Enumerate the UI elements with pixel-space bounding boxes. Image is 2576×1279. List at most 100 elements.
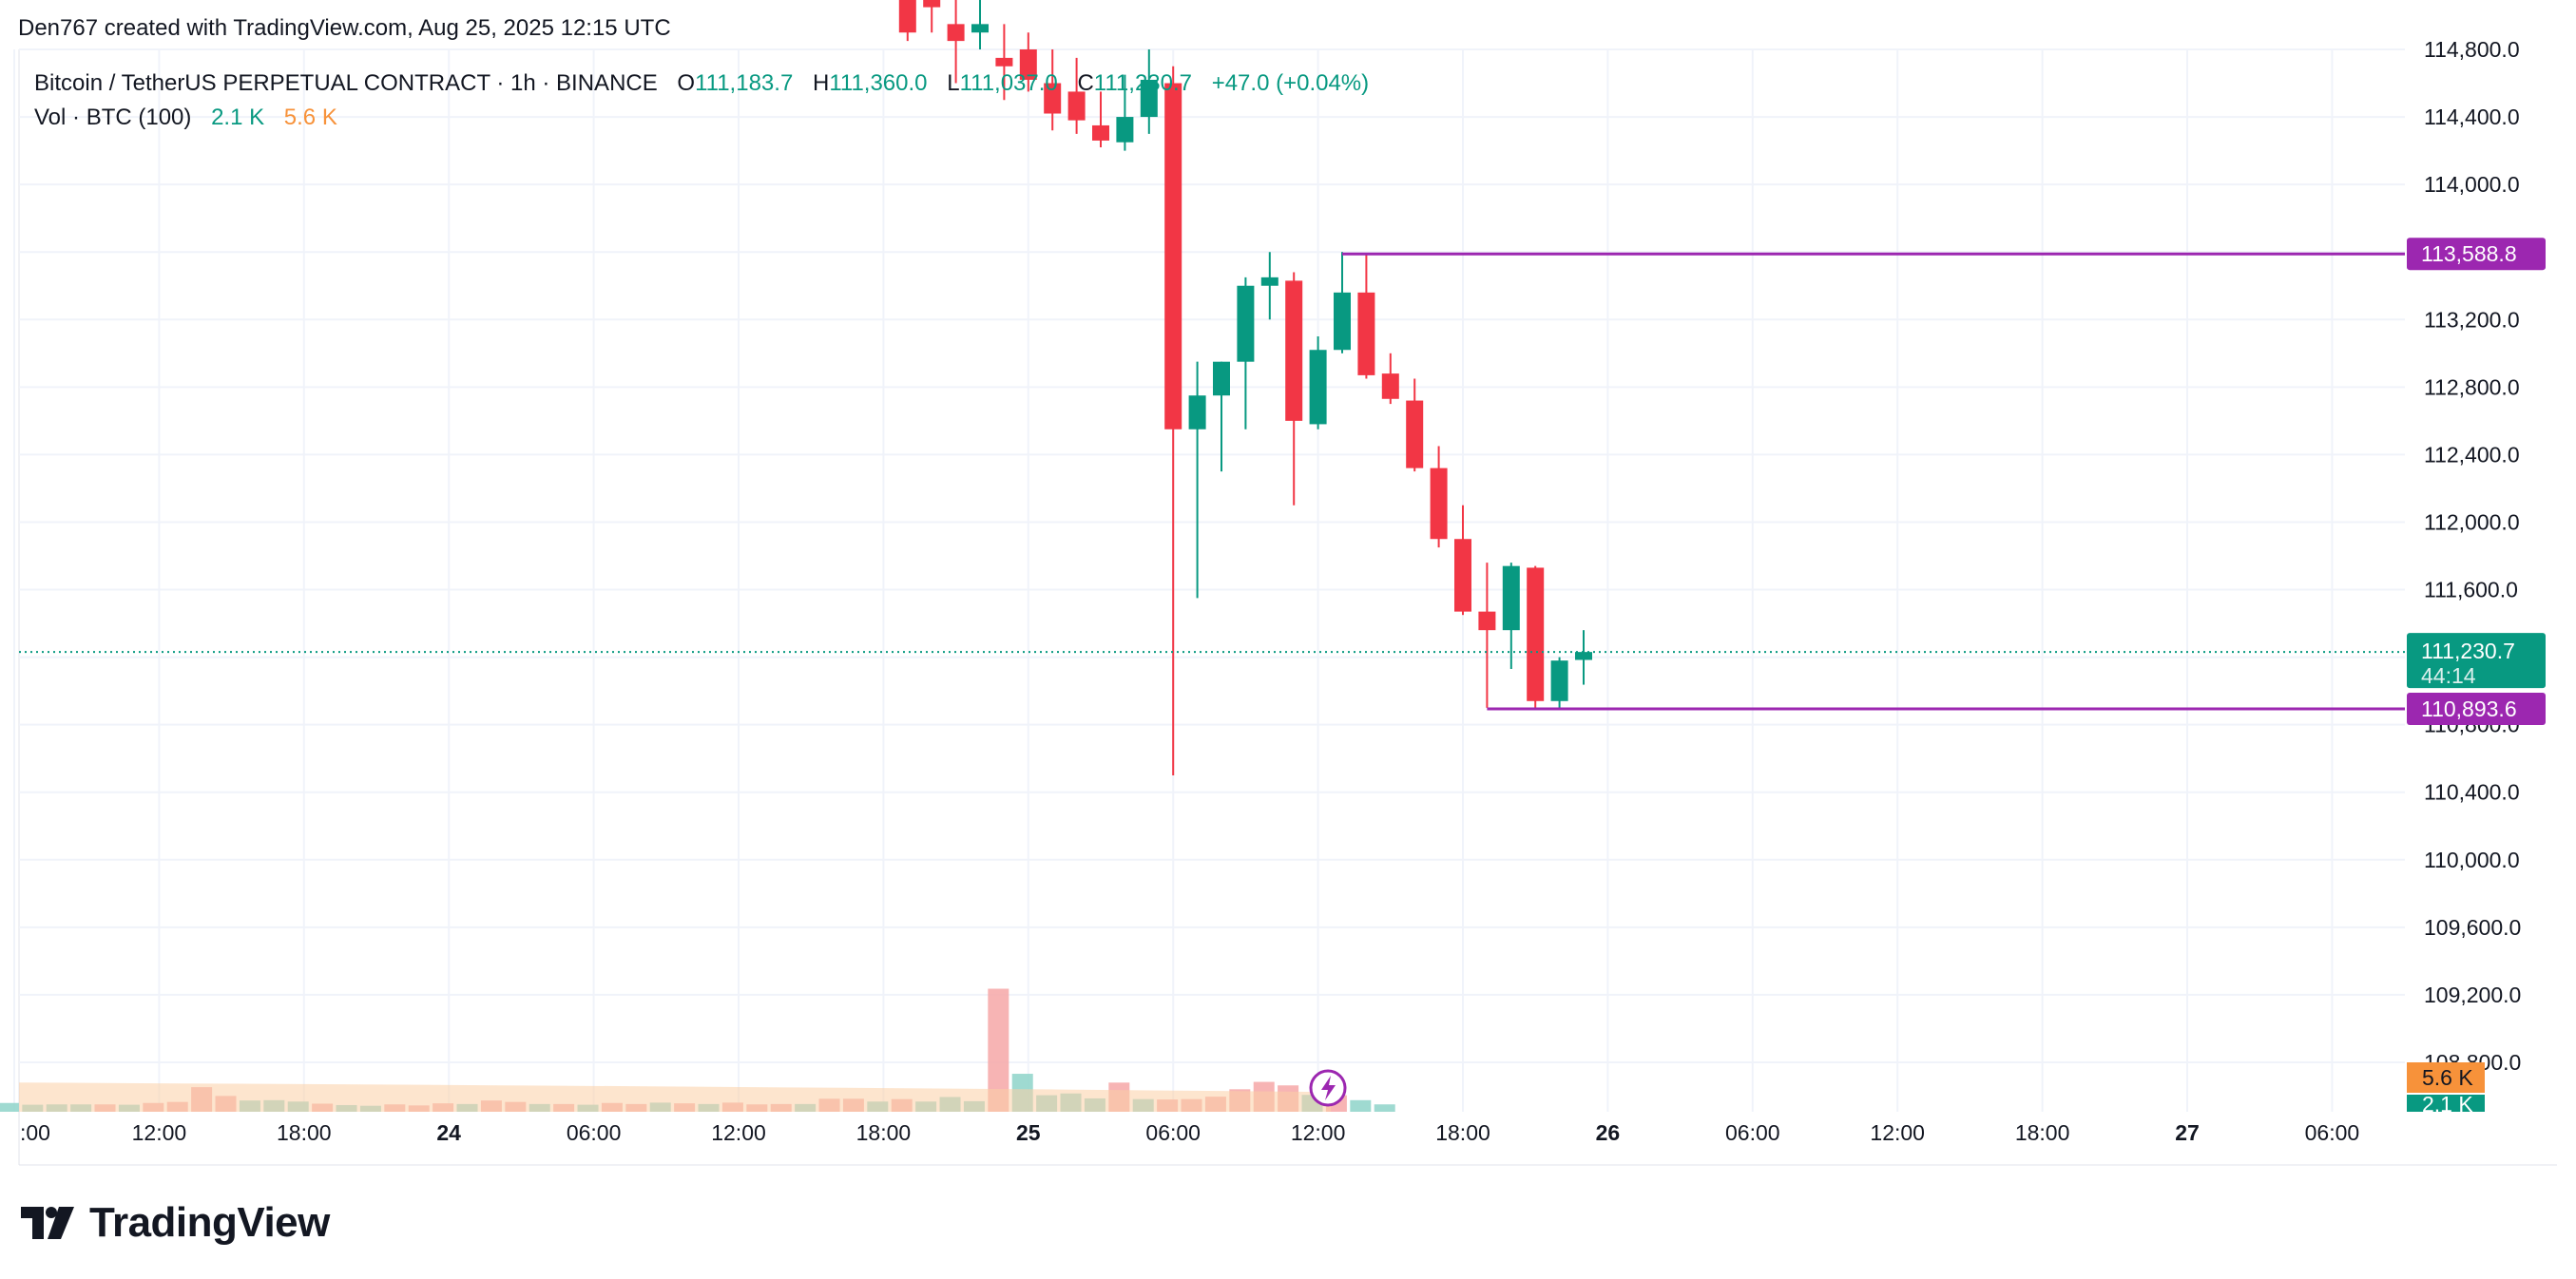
- volume-current-badge-label: 2.1 K: [2422, 1092, 2473, 1117]
- time-axis: :00 12:00 18:00 24 06:00 12:00 18:00 25 06:00 12:…: [20, 1120, 2359, 1145]
- price-tick-label: 112,000.0: [2424, 509, 2520, 534]
- candle-body: [1092, 124, 1109, 141]
- volume-ma-badge-label: 5.6 K: [2422, 1065, 2473, 1090]
- legend-open-value: 111,183.7: [695, 70, 794, 96]
- time-tick-label: 12:00: [1870, 1120, 1925, 1145]
- candle-body: [898, 0, 916, 33]
- candle-body: [1357, 292, 1375, 375]
- time-tick-label: 06:00: [567, 1120, 622, 1145]
- time-tick-label: 18:00: [2015, 1120, 2070, 1145]
- candle-body: [1260, 277, 1278, 286]
- legend-high-value: 111,360.0: [829, 70, 928, 96]
- volume-current-badge: [2407, 1095, 2485, 1112]
- volume-bar: [1350, 1099, 1372, 1112]
- candle-body: [1502, 565, 1520, 631]
- legend-close-label: C: [1077, 70, 1094, 96]
- time-tick-label: 24: [436, 1120, 461, 1145]
- chart-attribution: Den767 created with TradingView.com, Aug…: [18, 15, 671, 41]
- price-tick-label: 110,400.0: [2424, 780, 2520, 805]
- time-tick-label: 18:00: [856, 1120, 912, 1145]
- price-axis: 108,800.0109,200.0109,600.0110,000.0110,…: [1309, 37, 2546, 1117]
- legend-volume-label[interactable]: Vol · BTC (100): [34, 105, 192, 130]
- tradingview-logo-icon: [21, 1207, 74, 1239]
- lightning-icon[interactable]: [1309, 1069, 1347, 1107]
- candle-body: [1527, 567, 1545, 701]
- price-tick-label: 111,600.0: [2424, 578, 2518, 602]
- legend-high-label: H: [812, 70, 830, 96]
- candle-body: [1116, 117, 1134, 143]
- candle-body: [971, 24, 989, 33]
- candle-body: [1454, 539, 1471, 612]
- candle-body: [1019, 49, 1037, 80]
- level-price-label: 110,893.6: [2421, 697, 2517, 721]
- horizontal-levels: [19, 252, 2405, 711]
- volume-bar: [988, 988, 1009, 1112]
- chart-grid: [13, 48, 2557, 1166]
- legend-ohlc-row: Bitcoin / TetherUS PERPETUAL CONTRACT · …: [34, 67, 1369, 101]
- candle-body: [1188, 395, 1206, 430]
- time-tick-label: 25: [1016, 1120, 1041, 1145]
- legend-volume-ma: 5.6 K: [283, 105, 337, 130]
- candle-body: [1067, 91, 1086, 121]
- legend-low-value: 111,037.0: [959, 70, 1058, 96]
- candle-body: [1381, 373, 1399, 399]
- legend-volume-row: Vol · BTC (100) 2.1 K 5.6 K: [34, 101, 1369, 135]
- legend-volume-value: 2.1 K: [211, 105, 265, 130]
- candle-body: [1406, 400, 1424, 468]
- candle-body: [1550, 660, 1568, 701]
- bar-countdown: 44:14: [2421, 663, 2476, 688]
- volume-bar: [1374, 1104, 1395, 1112]
- last-price-value: 111,230.7: [2421, 639, 2515, 663]
- candle-body: [1140, 79, 1158, 118]
- candle-body: [947, 24, 965, 42]
- legend-low-label: L: [947, 70, 960, 96]
- candle-body: [1309, 350, 1327, 425]
- level-price-label: 113,588.8: [2421, 241, 2517, 266]
- price-tick-label: 113,200.0: [2424, 307, 2520, 332]
- candle-body: [1575, 652, 1592, 660]
- candle-body: [1237, 285, 1255, 362]
- candle-body: [995, 57, 1013, 67]
- candle-body: [1285, 280, 1303, 421]
- legend-close-value: 111,230.7: [1093, 70, 1193, 96]
- price-tick-label: 112,400.0: [2424, 442, 2520, 467]
- volume-bar: [0, 1102, 19, 1112]
- chart-legend: Bitcoin / TetherUS PERPETUAL CONTRACT · …: [34, 67, 1369, 135]
- time-tick-label: 12:00: [711, 1120, 766, 1145]
- candle-body: [1478, 611, 1496, 631]
- legend-open-label: O: [677, 70, 696, 96]
- tradingview-logo[interactable]: TradingView: [21, 1199, 330, 1247]
- price-tick-label: 109,600.0: [2424, 915, 2521, 940]
- time-tick-label: 12:00: [1291, 1120, 1346, 1145]
- time-tick-label: 06:00: [1145, 1120, 1201, 1145]
- volume-ma-badge: [2407, 1062, 2485, 1093]
- last-price-badge: [2407, 633, 2546, 689]
- time-tick-label: 18:00: [1435, 1120, 1490, 1145]
- lightning-icon-bolt: [1321, 1076, 1336, 1100]
- level-price-badge: [2407, 693, 2546, 726]
- price-tick-label: 109,200.0: [2424, 983, 2521, 1007]
- price-tick-label: 110,000.0: [2424, 848, 2520, 872]
- time-tick-label: 26: [1596, 1120, 1621, 1145]
- volume-ma-area: [19, 1082, 1331, 1112]
- time-tick-label: :00: [20, 1120, 50, 1145]
- price-tick-label: 114,400.0: [2424, 105, 2520, 129]
- time-tick-label: 12:00: [132, 1120, 187, 1145]
- candle-body: [923, 0, 941, 8]
- candle-body: [1430, 468, 1448, 540]
- time-tick-label: 06:00: [1725, 1120, 1780, 1145]
- time-tick-label: 27: [2175, 1120, 2200, 1145]
- candle-body: [1164, 83, 1182, 430]
- time-tick-label: 06:00: [2305, 1120, 2360, 1145]
- time-tick-label: 18:00: [277, 1120, 332, 1145]
- candle-body: [1213, 361, 1230, 396]
- volume-histogram: [0, 988, 1395, 1112]
- tradingview-logo-text: TradingView: [89, 1199, 330, 1246]
- level-price-badge: [2407, 238, 2546, 271]
- candle-body: [1044, 83, 1062, 114]
- candlestick-series: [898, 0, 1592, 775]
- legend-symbol[interactable]: Bitcoin / TetherUS PERPETUAL CONTRACT · …: [34, 70, 658, 96]
- price-tick-label: 114,800.0: [2424, 37, 2520, 62]
- price-tick-label: 114,000.0: [2424, 172, 2520, 197]
